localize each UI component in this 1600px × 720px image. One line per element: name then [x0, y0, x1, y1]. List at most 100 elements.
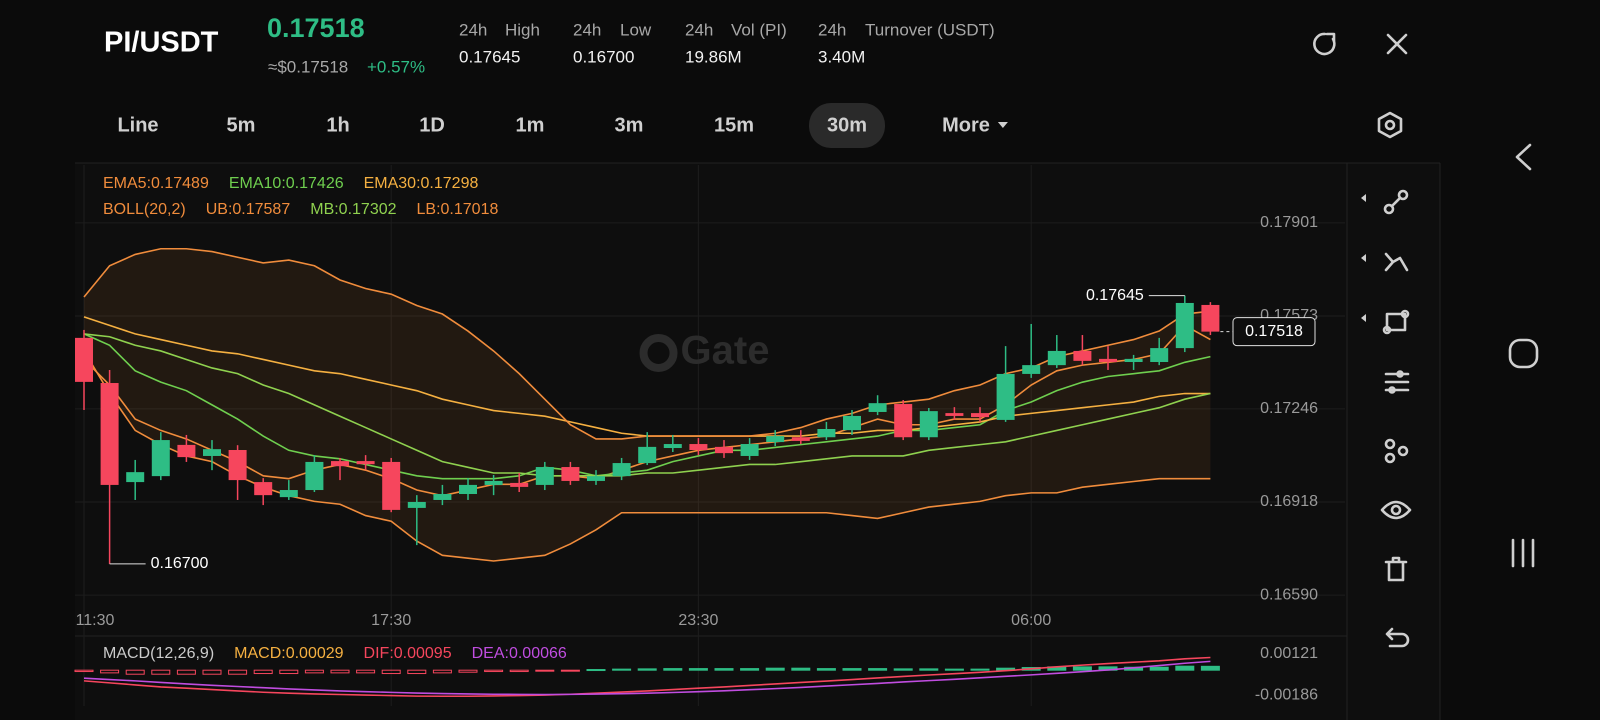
candle-body [945, 413, 964, 416]
expand-arrow [1361, 194, 1366, 322]
macd-bar [919, 668, 939, 671]
candle-body [356, 461, 375, 465]
timeframe-tab[interactable]: 1h [326, 114, 349, 136]
macd-bar [1200, 665, 1220, 671]
annotation-label: 0.16700 [151, 555, 209, 572]
candle-body [868, 403, 887, 412]
macd-bar [791, 667, 811, 671]
tool-polyline[interactable] [1384, 252, 1409, 272]
macd-bar [74, 669, 94, 673]
macd-bar [586, 669, 606, 672]
candle-body [766, 436, 785, 443]
macd-bar [816, 668, 836, 671]
timeframe-tab[interactable]: 30m [827, 114, 867, 136]
candle-body [407, 501, 426, 508]
timeframe-row: Line 5m 1h 1D 1m 3m 15m 30m More [117, 103, 1008, 148]
stat-value: 3.40M [818, 47, 865, 66]
stat-value: 19.86M [685, 47, 742, 66]
macd-bar [970, 668, 990, 671]
macd-bar [765, 667, 785, 671]
tool-adjust[interactable] [1384, 370, 1410, 394]
macd-bar [330, 669, 350, 674]
candle-body [331, 461, 349, 467]
candle-body [177, 444, 196, 458]
candle-body [996, 373, 1015, 420]
candle-body [971, 413, 989, 418]
nav-bar [1508, 143, 1539, 568]
last-price: 0.17518 [267, 13, 365, 43]
x-tick-label: 11:30 [76, 612, 115, 629]
stat-label: Turnover (USDT) [865, 20, 995, 39]
nav-recents[interactable] [1511, 538, 1535, 568]
candle-body [151, 440, 170, 477]
candle-body [791, 437, 810, 441]
nav-home[interactable] [1508, 338, 1539, 369]
candle-body [1124, 358, 1143, 363]
legend-entry: DIF:0.00095 [364, 645, 452, 662]
legend-title: MACD(12,26,9) [103, 645, 214, 662]
candle-body [510, 482, 529, 487]
y-tick-label: 0.17901 [1260, 214, 1318, 231]
y-tick-label: 0.00121 [1260, 645, 1318, 662]
indicator-line [83, 333, 1211, 480]
indicator-line [83, 333, 1211, 477]
candle-body [254, 482, 273, 496]
macd-bar [484, 669, 504, 673]
legend-entry: EMA10:0.17426 [229, 175, 344, 192]
candle-body [126, 472, 145, 483]
legend-entry: MB:0.17302 [310, 201, 396, 218]
y-tick-label: -0.00186 [1255, 686, 1318, 703]
timeframe-tab[interactable]: 1D [419, 114, 445, 136]
y-tick-label: 0.17246 [1260, 400, 1318, 417]
macd-bar [228, 669, 248, 675]
macd-bar [279, 669, 299, 675]
tool-magnet[interactable] [1384, 438, 1409, 464]
macd-bar [509, 669, 529, 673]
tool-line[interactable] [1383, 189, 1409, 215]
candle-body [1022, 365, 1041, 374]
macd-bar [253, 669, 273, 675]
tool-delete[interactable] [1384, 556, 1408, 582]
macd-bar [637, 668, 657, 671]
candle-body [740, 444, 759, 456]
timeframe-tab[interactable]: 1m [516, 114, 545, 136]
legend-entry: MACD:0.00029 [234, 645, 343, 662]
timeframe-tab[interactable]: More [942, 114, 990, 136]
watermark: Gate [681, 329, 770, 373]
candle-body [279, 490, 298, 498]
nav-back[interactable] [1515, 143, 1532, 171]
candle-body [1150, 348, 1169, 363]
candle-body [817, 429, 836, 438]
tool-visibility[interactable] [1380, 500, 1412, 520]
candle-body [100, 383, 119, 485]
legend-entry: EMA5:0.17489 [103, 175, 209, 192]
macd-bar [1149, 666, 1169, 671]
legend-title: BOLL(20,2) [103, 201, 186, 218]
legend-entry: EMA30:0.17298 [364, 175, 479, 192]
close-button[interactable] [1386, 33, 1408, 55]
macd-bar [100, 669, 120, 674]
timeframe-tab[interactable]: Line [117, 114, 158, 136]
timeframe-tab[interactable]: 5m [227, 114, 256, 136]
refresh-button[interactable] [1313, 32, 1336, 56]
candle-body [638, 446, 657, 464]
macd-bar [1072, 666, 1092, 671]
macd-bar [356, 669, 376, 674]
macd-bar [458, 669, 478, 673]
last-price-box [1232, 317, 1316, 347]
macd-bar [202, 669, 222, 675]
macd-bar [407, 669, 427, 675]
macd-bar [868, 668, 888, 671]
timeframe-tab[interactable]: 3m [615, 114, 644, 136]
dropdown-arrow [997, 122, 1008, 128]
macd-bar [151, 669, 171, 675]
settings-button[interactable] [1377, 111, 1403, 139]
timeframe-tab[interactable]: 15m [714, 114, 754, 136]
macd-bar [688, 668, 708, 671]
tool-undo[interactable] [1385, 627, 1410, 648]
tool-shape[interactable] [1382, 309, 1410, 335]
macd-bar [893, 668, 913, 671]
candle-body [305, 461, 324, 491]
